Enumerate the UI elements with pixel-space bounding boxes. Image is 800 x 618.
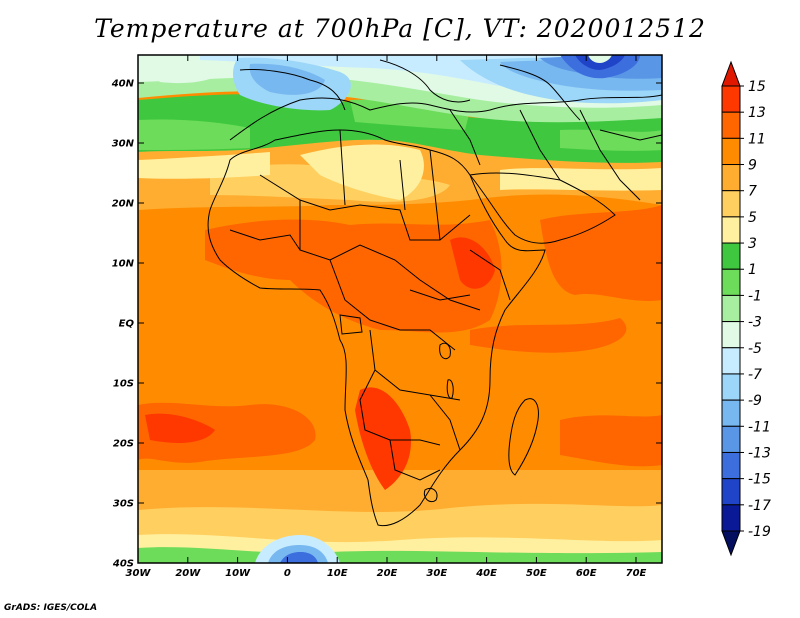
colorbar-label: -17 xyxy=(748,498,771,514)
lat-label-40s: 40S xyxy=(112,559,134,570)
colorbar-box xyxy=(721,451,741,480)
lon-label-20w: 20W xyxy=(175,568,201,579)
lat-label-30s: 30S xyxy=(113,499,134,510)
lon-label-40e: 40E xyxy=(475,568,497,579)
colorbar-box xyxy=(721,294,741,323)
lat-label-10n: 10N xyxy=(112,259,135,270)
colorbar-label: -3 xyxy=(748,315,762,331)
lon-label-0: 0 xyxy=(284,568,291,579)
grads-credit: GrADS: IGES/COLA xyxy=(4,603,98,613)
lon-label-10w: 10W xyxy=(225,568,251,579)
colorbar-label: -19 xyxy=(748,524,771,540)
lon-label-70e: 70E xyxy=(626,568,647,579)
coastline-borders xyxy=(207,59,663,527)
colorbar-label: -1 xyxy=(748,288,762,304)
colorbar-box xyxy=(721,111,741,139)
lat-label-20s: 20S xyxy=(113,439,134,450)
colorbar: 15 13 11 9 7 5 3 1 -1 -3 -5 -7 -9 -11 -13 -15 -17 -19 xyxy=(721,60,771,557)
colorbar-label: 9 xyxy=(748,158,757,174)
colorbar-box xyxy=(721,347,741,375)
colorbar-box xyxy=(721,137,741,166)
colorbar-box xyxy=(721,164,741,192)
lon-label-30e: 30E xyxy=(426,568,447,579)
colorbar-box xyxy=(721,321,741,349)
lon-label-60e: 60E xyxy=(576,568,597,579)
longitude-labels: 30W 20W 10W 0 10E 20E 30E 40E 50E 60E 70E xyxy=(126,568,647,579)
lat-label-10s: 10S xyxy=(113,379,134,390)
colorbar-box xyxy=(721,268,741,296)
colorbar-label: 13 xyxy=(748,105,766,121)
lon-label-20e: 20E xyxy=(377,568,398,579)
colorbar-label: -7 xyxy=(748,367,762,383)
colorbar-label: 7 xyxy=(748,184,757,200)
lon-label-30w: 30W xyxy=(126,568,152,579)
colorbar-top-triangle xyxy=(721,60,741,87)
colorbar-label: 1 xyxy=(748,262,757,278)
lon-label-10e: 10E xyxy=(327,568,348,579)
map-title: Temperature at 700hPa [C], VT: 202001251… xyxy=(94,14,706,43)
colorbar-label: -5 xyxy=(748,341,762,357)
colorbar-box xyxy=(721,242,741,270)
colorbar-label: 3 xyxy=(748,236,757,252)
colorbar-bottom-triangle xyxy=(721,530,741,557)
lon-label-50e: 50E xyxy=(526,568,547,579)
colorbar-label: 5 xyxy=(748,210,757,226)
colorbar-box xyxy=(721,85,741,113)
lat-label-20n: 20N xyxy=(112,199,135,210)
colorbar-box xyxy=(721,478,741,506)
colorbar-box xyxy=(721,373,741,401)
colorbar-box xyxy=(721,190,741,218)
colorbar-label: -11 xyxy=(748,419,771,435)
colorbar-box xyxy=(721,399,741,427)
lat-label-eq: EQ xyxy=(119,319,135,330)
map-frame xyxy=(137,54,663,564)
lat-label-30n: 30N xyxy=(112,139,135,150)
colorbar-label: -13 xyxy=(748,445,771,461)
colorbar-label: -15 xyxy=(748,472,771,488)
lat-label-40n: 40N xyxy=(111,79,135,90)
latitude-labels: 40N 30N 20N 10N EQ 10S 20S 30S 40S xyxy=(111,79,135,570)
colorbar-box xyxy=(721,216,741,244)
colorbar-label: 15 xyxy=(748,79,766,95)
colorbar-label: -9 xyxy=(748,393,762,409)
colorbar-box xyxy=(721,425,741,453)
colorbar-box xyxy=(721,504,741,532)
colorbar-label: 11 xyxy=(748,131,766,147)
axis-ticks xyxy=(138,55,662,564)
temperature-field xyxy=(138,55,662,563)
